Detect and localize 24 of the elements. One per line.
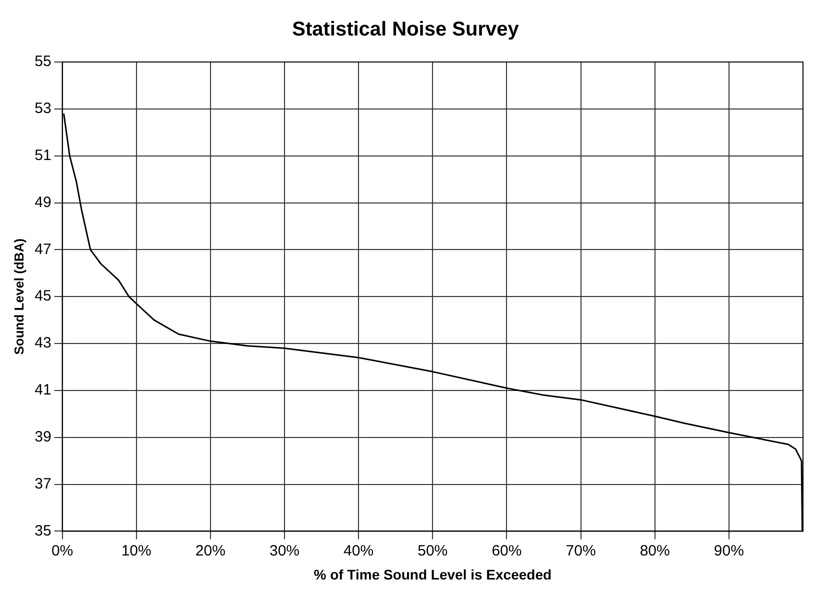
x-tick-label: 80% xyxy=(640,542,670,560)
y-axis-title: Sound Level (dBA) xyxy=(11,238,26,355)
y-tick-label: 43 xyxy=(34,334,52,352)
x-tick-label: 90% xyxy=(714,542,744,560)
y-tick-label: 41 xyxy=(34,382,52,399)
x-tick-label: 70% xyxy=(566,542,596,560)
chart-title: Statistical Noise Survey xyxy=(292,18,520,41)
y-tick-label: 45 xyxy=(34,288,52,305)
x-tick-label: 0% xyxy=(51,542,74,560)
x-tick-label: 20% xyxy=(195,542,226,560)
y-tick-label: 53 xyxy=(34,100,52,118)
x-tick-label: 40% xyxy=(344,542,374,560)
x-tick-label: 10% xyxy=(121,542,152,560)
y-tick-label: 49 xyxy=(34,194,52,211)
y-tick-label: 47 xyxy=(34,240,52,258)
y-tick-label: 37 xyxy=(34,475,52,492)
x-tick-label: 60% xyxy=(492,542,522,560)
y-tick-label: 35 xyxy=(34,522,52,540)
y-tick-label: 51 xyxy=(34,146,52,164)
y-tick-label: 55 xyxy=(34,53,52,70)
x-tick-label: 50% xyxy=(418,542,448,560)
y-tick-label: 39 xyxy=(34,428,52,446)
x-tick-label: 30% xyxy=(269,542,300,560)
x-axis-title: % of Time Sound Level is Exceeded xyxy=(314,566,552,582)
